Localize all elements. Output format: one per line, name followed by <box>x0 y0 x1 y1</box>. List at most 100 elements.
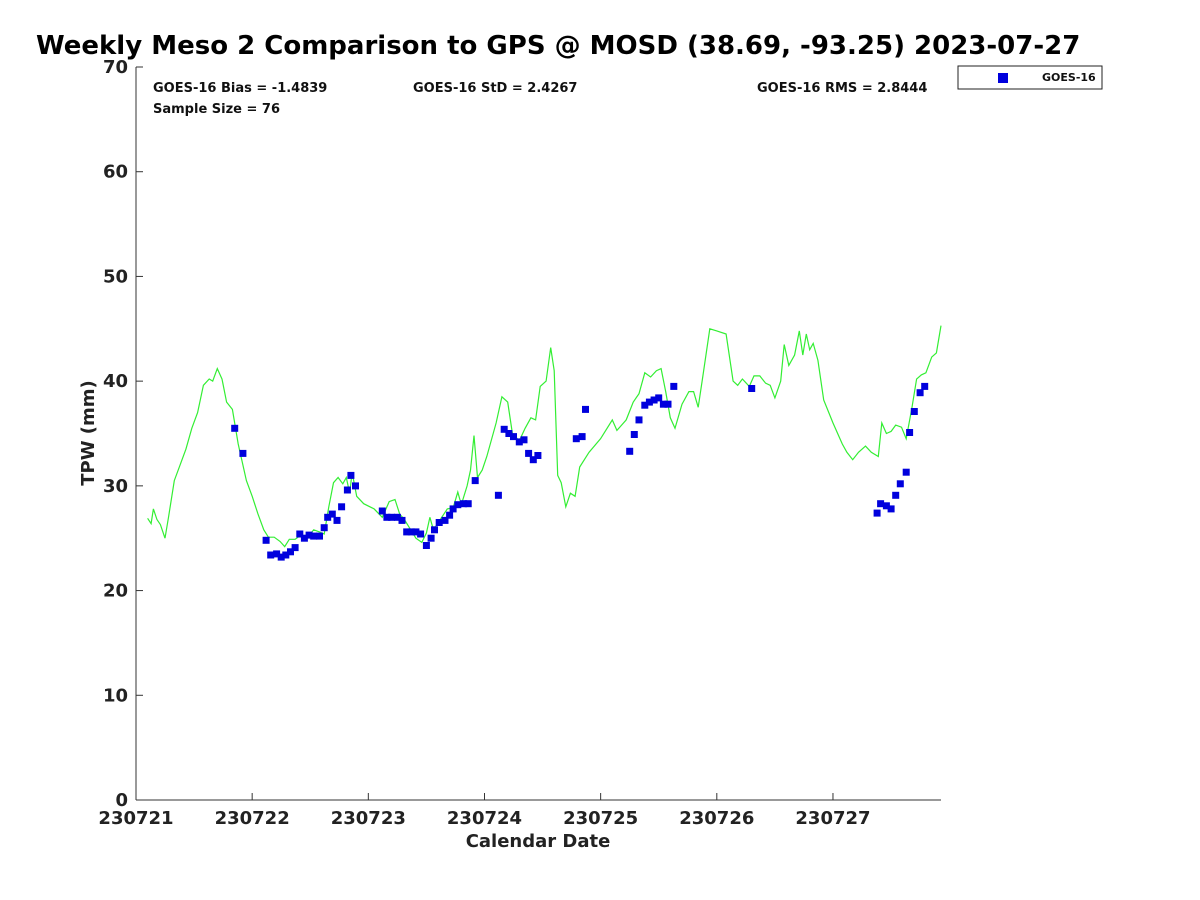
goes16-series-group <box>231 382 929 561</box>
goes16-point <box>300 534 308 542</box>
goes16-point <box>664 400 672 408</box>
goes16-point <box>873 509 881 517</box>
y-axis-title: TPW (mm) <box>78 380 99 486</box>
y-tick-label: 0 <box>115 790 128 811</box>
goes16-point <box>338 503 346 511</box>
x-axis-ticks: 230721 230722 230723 230724 230725 230726 2307… <box>98 793 871 829</box>
goes16-point <box>630 431 638 438</box>
goes16-point <box>529 456 537 464</box>
goes16-point <box>393 513 401 521</box>
goes16-point <box>460 500 468 508</box>
y-axis-ticks: 0 10 20 30 40 50 60 70 <box>103 57 143 811</box>
goes16-point <box>316 532 323 540</box>
legend-label-goes16: GOES-16 <box>1042 71 1096 84</box>
goes16-point <box>417 530 425 538</box>
goes16-point <box>435 519 443 526</box>
goes16-point <box>347 471 355 479</box>
goes16-point <box>231 424 239 432</box>
x-tick-label: 230724 <box>447 808 522 829</box>
goes16-point <box>273 550 281 558</box>
goes16-point <box>882 502 890 510</box>
goes16-point <box>655 394 663 402</box>
goes16-point <box>296 530 304 538</box>
y-tick-label: 70 <box>103 57 128 78</box>
goes16-point <box>320 524 328 532</box>
stat-std: GOES-16 StD = 2.4267 <box>413 81 577 96</box>
goes16-point <box>877 500 885 508</box>
goes16-point <box>383 513 391 521</box>
goes16-point <box>471 477 479 485</box>
goes16-point <box>500 425 508 433</box>
goes16-point <box>454 501 462 509</box>
goes16-point <box>626 447 634 455</box>
gps-line <box>147 325 942 548</box>
goes16-point <box>412 528 420 536</box>
goes16-point <box>343 486 351 494</box>
goes16-point <box>324 513 332 521</box>
goes16-point <box>277 553 285 561</box>
goes16-point <box>449 505 457 513</box>
x-tick-label: 230725 <box>563 808 638 829</box>
x-tick-label: 230721 <box>98 808 173 829</box>
goes16-point <box>910 408 918 415</box>
goes16-point <box>505 430 513 437</box>
goes16-point <box>310 532 318 540</box>
legend-box <box>957 65 1103 90</box>
goes16-point <box>578 433 586 441</box>
goes16-point <box>892 491 900 499</box>
goes16-point <box>921 382 929 390</box>
goes16-point <box>902 468 910 476</box>
x-tick-label: 230727 <box>795 808 870 829</box>
goes16-point <box>333 516 341 524</box>
goes16-point <box>645 398 653 406</box>
goes16-point <box>431 526 438 534</box>
goes16-point <box>510 433 517 441</box>
y-tick-label: 10 <box>103 685 128 706</box>
goes16-point <box>403 528 411 536</box>
goes16-point <box>572 435 580 443</box>
y-tick-label: 40 <box>103 371 128 392</box>
goes16-point <box>525 449 533 457</box>
goes16-point <box>282 551 290 559</box>
x-tick-label: 230723 <box>331 808 406 829</box>
goes16-point <box>515 438 523 446</box>
y-tick-label: 30 <box>103 476 128 497</box>
goes16-point <box>635 416 643 424</box>
goes16-point <box>305 531 313 539</box>
x-tick-label: 230726 <box>679 808 754 829</box>
goes16-point <box>267 551 275 559</box>
goes16-point <box>670 382 678 390</box>
goes16-point <box>398 516 406 524</box>
goes16-point <box>748 385 756 392</box>
y-tick-label: 50 <box>103 266 128 287</box>
goes16-point <box>534 452 542 459</box>
goes16-point <box>896 480 904 488</box>
goes16-point <box>291 544 299 552</box>
x-tick-label: 230722 <box>215 808 290 829</box>
goes16-point <box>906 429 914 436</box>
goes16-point <box>378 507 386 515</box>
plot-area: 0 10 20 30 40 50 60 70 230721 230722 230723 230724… <box>98 57 942 829</box>
goes16-point <box>262 536 270 544</box>
goes16-point <box>494 491 502 499</box>
goes16-point <box>328 510 336 518</box>
goes16-point <box>464 500 472 508</box>
goes16-point <box>659 400 667 408</box>
gps-series-group <box>147 325 942 548</box>
legend-marker <box>998 73 1008 83</box>
goes16-point <box>650 396 658 404</box>
goes16-point <box>582 405 589 413</box>
goes16-point <box>641 401 649 409</box>
goes16-point <box>407 528 415 536</box>
x-axis-title: Calendar Date <box>466 831 611 852</box>
goes16-point <box>388 513 396 521</box>
stat-bias: GOES-16 Bias = -1.4839 <box>153 81 327 96</box>
goes16-point <box>352 482 359 490</box>
legend: GOES-16 <box>957 65 1103 90</box>
stat-sample-size: Sample Size = 76 <box>153 102 280 117</box>
goes16-point <box>287 548 294 556</box>
goes16-point <box>441 516 449 524</box>
chart-title: Weekly Meso 2 Comparison to GPS @ MOSD (… <box>36 31 1080 61</box>
goes16-point <box>427 534 435 542</box>
